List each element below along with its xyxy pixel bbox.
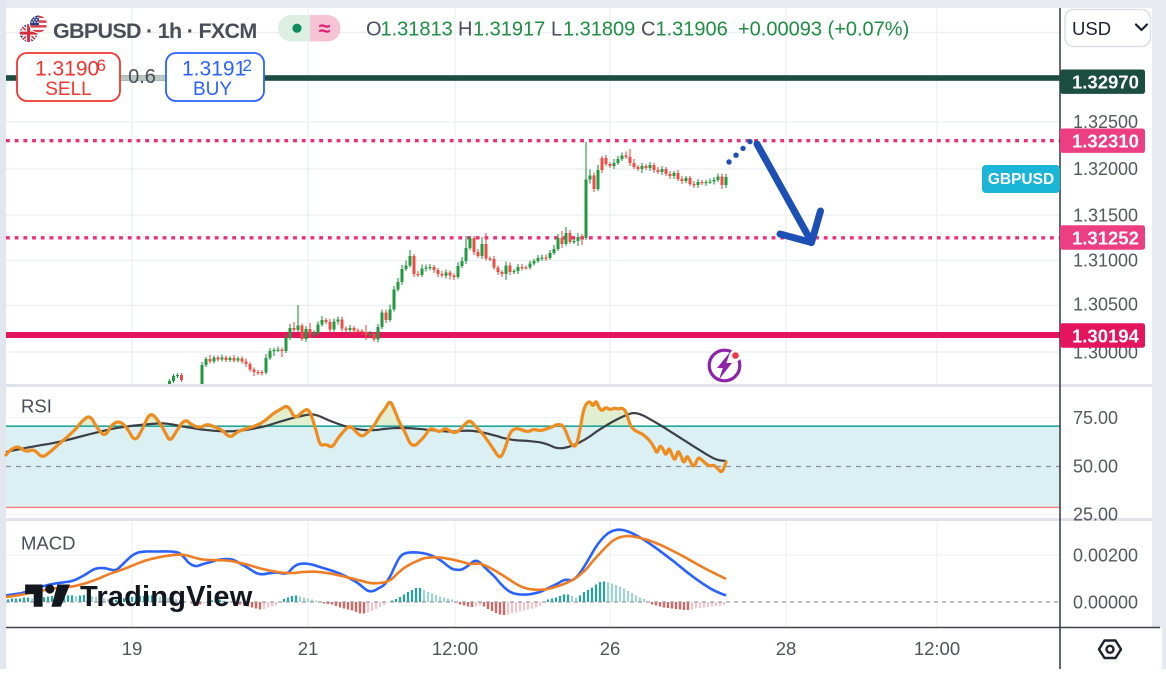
svg-text:1.32500: 1.32500 [1073,112,1138,132]
svg-text:6: 6 [97,56,106,75]
svg-text:+0.00093 (+0.07%): +0.00093 (+0.07%) [738,19,909,41]
svg-text:1.3190: 1.3190 [35,58,99,81]
svg-text:MACD: MACD [21,533,75,554]
svg-text:21: 21 [298,638,319,659]
svg-text:GBPUSD: GBPUSD [988,171,1054,188]
svg-text:O: O [366,19,382,41]
svg-text:50.00: 50.00 [1073,457,1118,477]
svg-text:19: 19 [122,638,143,659]
svg-text:0.00200: 0.00200 [1073,546,1138,566]
svg-text:1.31917: 1.31917 [473,19,545,41]
svg-text:≈: ≈ [319,18,331,41]
svg-text:25.00: 25.00 [1073,504,1118,524]
svg-text:1.31500: 1.31500 [1073,205,1138,225]
svg-text:0.00000: 0.00000 [1073,593,1138,613]
svg-text:TradingView: TradingView [80,581,253,613]
svg-text:1.31813: 1.31813 [381,19,453,41]
svg-text:L: L [551,19,562,41]
svg-text:0.6: 0.6 [128,66,156,88]
svg-text:BUY: BUY [193,79,232,100]
svg-text:2: 2 [243,56,252,75]
svg-text:1.31252: 1.31252 [1072,228,1139,249]
svg-text:C: C [641,19,655,41]
svg-text:1.31906: 1.31906 [656,19,728,41]
svg-text:1.32310: 1.32310 [1072,131,1139,152]
svg-text:28: 28 [776,638,797,659]
svg-text:1.32970: 1.32970 [1072,72,1139,93]
svg-text:1.31809: 1.31809 [563,19,635,41]
svg-text:26: 26 [600,638,621,659]
svg-text:USD: USD [1072,18,1111,39]
svg-text:H: H [458,19,472,41]
svg-text:1.3191: 1.3191 [182,58,246,81]
svg-text:1.31000: 1.31000 [1073,250,1138,270]
svg-text:GBPUSD · 1h · FXCM: GBPUSD · 1h · FXCM [53,19,257,43]
svg-text:1.30500: 1.30500 [1073,295,1138,315]
svg-text:RSI: RSI [21,396,52,417]
svg-text:75.00: 75.00 [1073,408,1118,428]
svg-text:1.32000: 1.32000 [1073,159,1138,179]
svg-text:1.30194: 1.30194 [1072,326,1140,347]
svg-text:12:00: 12:00 [914,638,960,659]
svg-text:12:00: 12:00 [432,638,478,659]
svg-text:SELL: SELL [45,79,91,100]
